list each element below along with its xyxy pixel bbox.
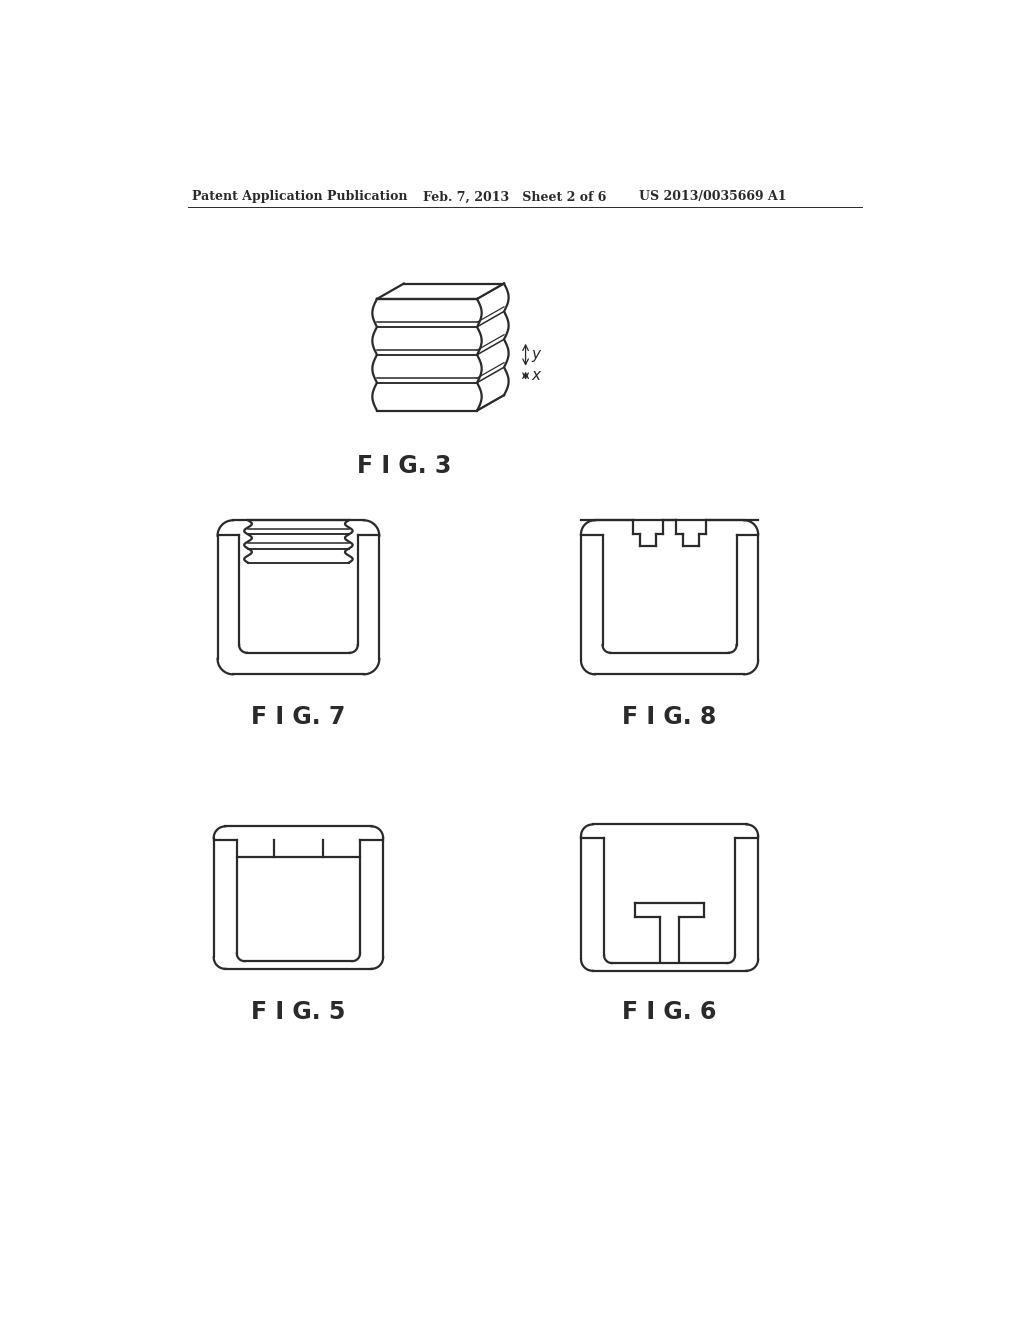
Text: US 2013/0035669 A1: US 2013/0035669 A1 <box>639 190 786 203</box>
Text: F I G. 3: F I G. 3 <box>356 454 452 478</box>
Text: F I G. 8: F I G. 8 <box>623 705 717 729</box>
Text: y: y <box>531 347 541 362</box>
Text: F I G. 7: F I G. 7 <box>251 705 346 729</box>
Text: F I G. 5: F I G. 5 <box>251 999 346 1023</box>
Text: x: x <box>531 368 541 383</box>
Text: Feb. 7, 2013   Sheet 2 of 6: Feb. 7, 2013 Sheet 2 of 6 <box>423 190 606 203</box>
Text: F I G. 6: F I G. 6 <box>623 999 717 1023</box>
Text: Patent Application Publication: Patent Application Publication <box>193 190 408 203</box>
